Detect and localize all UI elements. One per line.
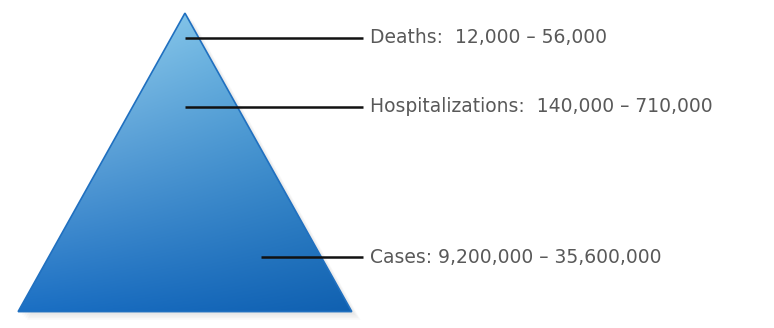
Polygon shape — [25, 20, 358, 318]
Text: Cases: 9,200,000 – 35,600,000: Cases: 9,200,000 – 35,600,000 — [370, 248, 662, 267]
Polygon shape — [22, 16, 355, 315]
Text: Hospitalizations:  140,000 – 710,000: Hospitalizations: 140,000 – 710,000 — [370, 97, 713, 116]
Polygon shape — [23, 18, 357, 317]
Polygon shape — [27, 21, 361, 320]
Polygon shape — [20, 15, 354, 313]
Text: Deaths:  12,000 – 56,000: Deaths: 12,000 – 56,000 — [370, 28, 607, 47]
